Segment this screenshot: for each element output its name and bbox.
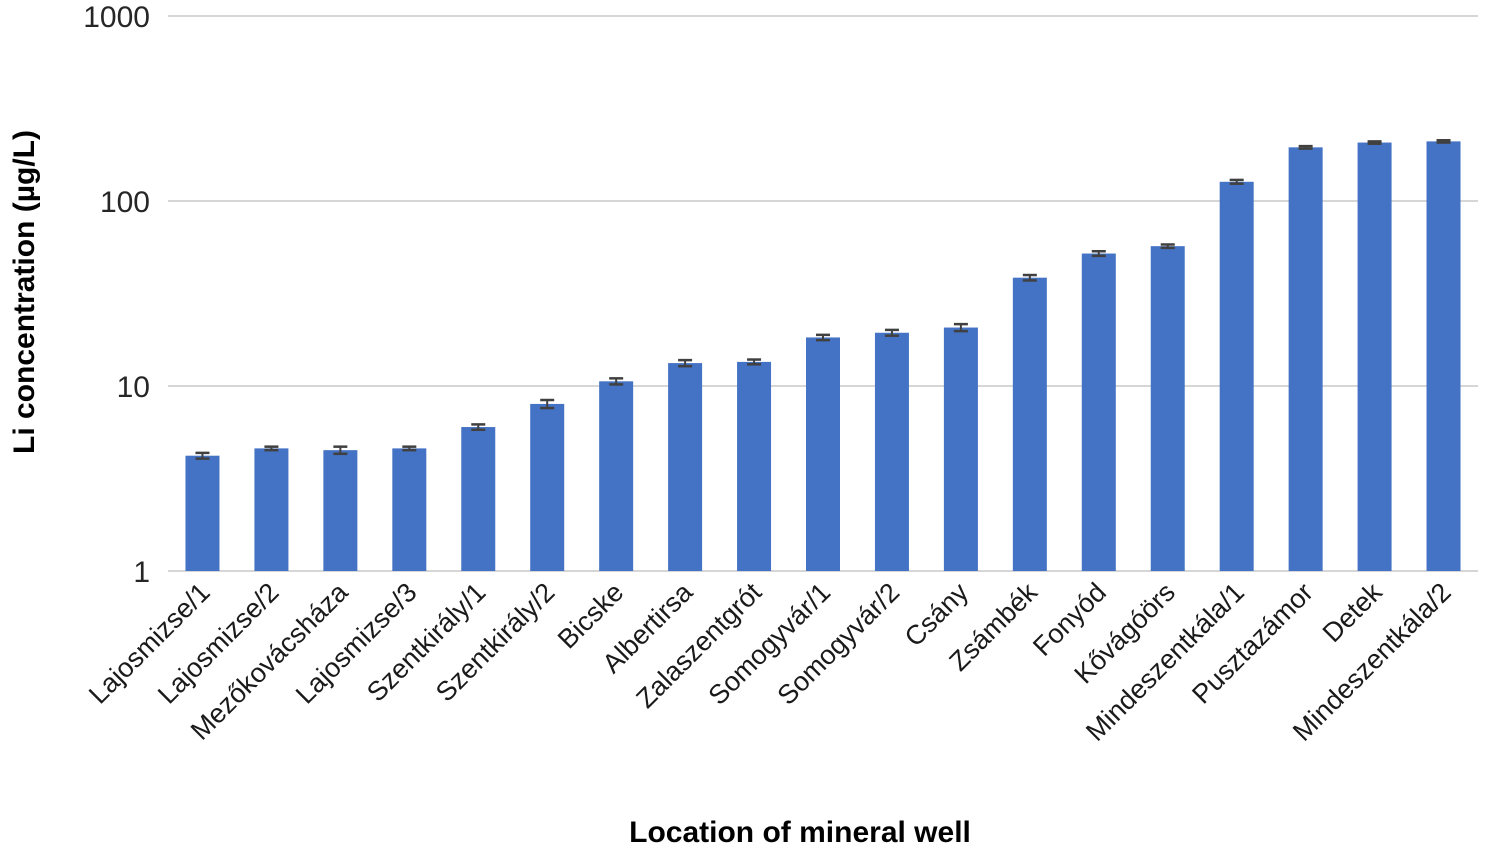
bar (806, 337, 840, 571)
x-axis-category-labels: Lajosmizse/1Lajosmizse/2MezőkovácsházaLa… (83, 576, 1457, 746)
y-axis-title: Li concentration (µg/L) (8, 130, 41, 454)
bar (1081, 253, 1116, 572)
y-tick-label: 100 (100, 186, 150, 219)
bar (1219, 181, 1254, 571)
error-bar (953, 322, 968, 333)
error-bar (1091, 250, 1106, 258)
bar (1150, 246, 1185, 571)
bar (185, 455, 220, 571)
error-bar (540, 398, 555, 410)
x-category-label: Pusztazámor (1186, 577, 1319, 710)
bar (1288, 147, 1323, 571)
error-bar (816, 333, 830, 342)
bar (737, 361, 772, 571)
bar (392, 448, 427, 571)
bar (599, 381, 634, 571)
bar (943, 327, 978, 571)
error-bar (747, 358, 762, 366)
error-bar (1229, 178, 1244, 185)
error-bar (884, 328, 899, 337)
bar (668, 363, 703, 571)
error-bar (333, 445, 348, 456)
y-tick-label: 10 (117, 371, 150, 404)
bar (1357, 142, 1392, 572)
bar (1426, 141, 1461, 571)
error-bar (1022, 273, 1037, 282)
error-bar (195, 451, 210, 460)
bar (461, 427, 496, 571)
error-bar (402, 445, 417, 452)
bar (1012, 277, 1047, 571)
x-axis-title: Location of mineral well (629, 816, 971, 849)
error-bar (264, 445, 279, 452)
bar (254, 448, 289, 571)
y-axis-tick-labels: 1 10 100 1000 (83, 1, 150, 589)
error-bars (195, 138, 1451, 460)
y-tick-label: 1000 (83, 1, 150, 34)
x-category-label: Somogyvár/2 (771, 577, 905, 711)
bars (185, 141, 1461, 572)
error-bar (1367, 140, 1382, 145)
bar (323, 450, 358, 571)
error-bar (609, 377, 624, 386)
error-bar (1160, 243, 1175, 250)
error-bar (1298, 144, 1313, 150)
y-tick-label: 1 (133, 556, 150, 589)
error-bar (471, 423, 486, 432)
bar (530, 403, 565, 571)
error-bar (1436, 138, 1451, 144)
bar (874, 332, 909, 571)
error-bar (678, 358, 693, 368)
